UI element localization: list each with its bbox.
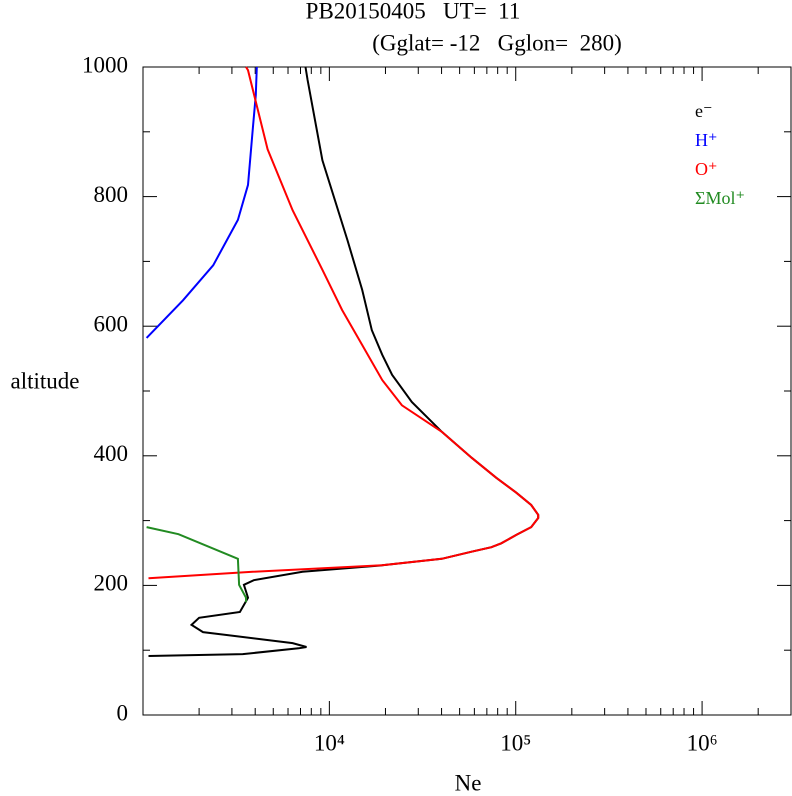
x-tick-label: 10⁵	[500, 730, 531, 755]
chart-subtitle: (Gglat= -12 Gglon= 280)	[372, 30, 622, 55]
y-tick-label: 600	[94, 311, 129, 336]
profile-line	[148, 66, 540, 580]
legend-entry: H⁺	[695, 130, 718, 150]
y-tick-label: 1000	[82, 52, 128, 77]
y-tick-label: 400	[94, 441, 129, 466]
chart-title: PB20150405 UT= 11	[306, 0, 521, 23]
profile-line	[145, 66, 258, 339]
plot-frame	[142, 66, 792, 716]
profile-line	[146, 526, 247, 603]
legend-entry: e⁻	[695, 101, 713, 121]
y-tick-label: 200	[94, 571, 129, 596]
y-tick-label: 0	[117, 700, 129, 725]
x-axis-label: Ne	[455, 770, 482, 795]
x-tick-label: 10⁶	[687, 730, 718, 755]
legend-entry: ΣMol⁺	[695, 188, 745, 208]
y-tick-label: 800	[94, 182, 129, 207]
y-axis-label: altitude	[11, 368, 80, 393]
legend-entry: O⁺	[695, 159, 718, 179]
x-tick-label: 10⁴	[314, 730, 345, 755]
